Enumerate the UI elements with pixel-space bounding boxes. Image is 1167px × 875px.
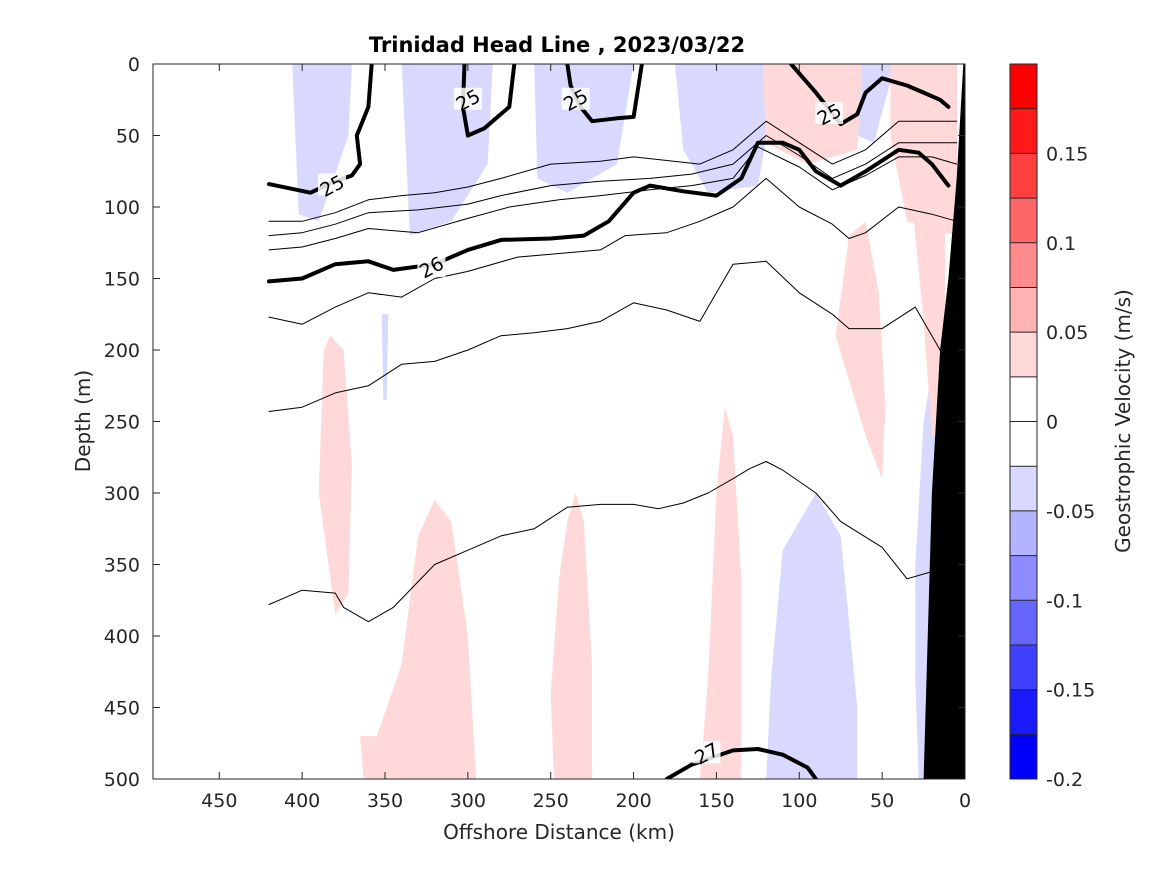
- contour-line-0: [267, 64, 374, 195]
- y-tick-label-3: 150: [104, 269, 140, 291]
- velocity-field: [292, 64, 957, 779]
- contour-label-bg-0: [317, 173, 346, 196]
- y-axis-label: Depth (m): [71, 370, 95, 472]
- velocity-region-14: [835, 221, 886, 479]
- contour-label-bg-7: [417, 255, 446, 278]
- velocity-region-22: [318, 335, 352, 615]
- contour-label-bg-3: [815, 102, 844, 125]
- contour-label-bg-1: [453, 87, 482, 110]
- contour-line-2: [565, 64, 644, 124]
- x-tick-label-7: 100: [781, 790, 817, 812]
- velocity-region-12: [766, 493, 858, 779]
- y-tick-label-6: 300: [104, 483, 140, 505]
- velocity-region-18: [762, 64, 863, 165]
- colorbar-tick-label-0: 0.15: [1046, 143, 1088, 165]
- contour-line-5: [268, 135, 958, 237]
- contour-line-9: [268, 260, 958, 422]
- y-tick-label-4: 200: [104, 340, 140, 362]
- y-tick-label-8: 400: [104, 626, 140, 648]
- y-tick-label-2: 100: [104, 197, 140, 219]
- colorbar-tick-label-6: -0.15: [1046, 680, 1095, 702]
- colorbar-tick-label-4: -0.05: [1046, 501, 1095, 523]
- colorbar-label: Geostrophic Velocity (m/s): [1111, 289, 1135, 553]
- contour-label-bg-2: [561, 87, 590, 110]
- colorbar-band-pos-1: [1010, 287, 1037, 333]
- colorbar: 0.15 0.1 0.05 0 -0.05 -0.1 -0.15 -0.2: [1009, 63, 1095, 791]
- chart-title: Trinidad Head Line , 2023/03/22: [369, 33, 745, 57]
- y-tick-label-1: 50: [116, 126, 140, 148]
- colorbar-band-neg-2: [1010, 555, 1037, 601]
- x-tick-label-5: 200: [615, 790, 651, 812]
- bathymetry-shape: [923, 64, 965, 779]
- y-tick-label-5: 250: [104, 412, 140, 434]
- y-tick-label-9: 450: [104, 698, 140, 720]
- x-tick-label-1: 400: [284, 790, 320, 812]
- colorbar-band-pos-6: [1010, 64, 1037, 109]
- colorbar-tick-label-1: 0.1: [1046, 233, 1076, 255]
- contour-line-8: [268, 177, 958, 325]
- colorbar-band-pos-4: [1010, 153, 1037, 199]
- y-tick-label-7: 350: [104, 555, 140, 577]
- colorbar-band-neg-5: [1010, 689, 1037, 735]
- colorbar-tick-label-3: 0: [1046, 412, 1058, 434]
- x-tick-label-4: 250: [533, 790, 569, 812]
- bathymetry: [923, 64, 965, 779]
- colorbar-band-neg-4: [1010, 644, 1037, 690]
- velocity-region-8: [675, 64, 780, 193]
- velocity-region-24: [550, 493, 593, 779]
- colorbar-frame: [1009, 63, 1038, 780]
- y-tick-label-0: 0: [128, 54, 140, 76]
- contour-line-6: [268, 146, 958, 251]
- velocity-region-25: [699, 407, 742, 779]
- colorbar-band-pos-3: [1010, 198, 1037, 243]
- x-tick-label-8: 50: [870, 790, 894, 812]
- colorbar-band-pos-2: [1010, 242, 1037, 288]
- contour-label-bg-11: [692, 741, 721, 764]
- colorbar-tick-label-2: 0.05: [1046, 322, 1088, 344]
- x-tick-label-2: 350: [367, 790, 403, 812]
- colorbar-band-neg-0: [1010, 466, 1037, 511]
- velocity-region-11: [381, 314, 389, 400]
- y-tick-label-10: 500: [104, 769, 140, 791]
- y-axis: 0 50 100 150 200 250 300 350 400 450 500: [104, 54, 965, 791]
- x-tick-label-6: 150: [698, 790, 734, 812]
- x-axis-label: Offshore Distance (km): [443, 820, 675, 844]
- x-tick-label-0: 450: [201, 790, 237, 812]
- colorbar-tick-label-5: -0.1: [1046, 590, 1083, 612]
- colorbar-band-neg-3: [1010, 600, 1037, 645]
- x-tick-label-9: 0: [959, 790, 971, 812]
- colorbar-band-pos-5: [1010, 108, 1037, 154]
- x-axis: 450 400 350 300 250 200 150 100 50 0: [201, 64, 971, 812]
- density-contours: [267, 64, 958, 779]
- plot-area: [267, 64, 965, 779]
- velocity-region-1: [292, 64, 352, 222]
- colorbar-band-neg-1: [1010, 510, 1037, 556]
- velocity-region-21: [890, 64, 957, 236]
- colorbar-band-pos-0: [1010, 332, 1037, 377]
- contour-line-4: [268, 120, 958, 222]
- velocity-region-23: [360, 500, 477, 779]
- colorbar-band-neg-6: [1010, 734, 1037, 779]
- contour-line-10: [268, 461, 958, 623]
- contour-line-7: [267, 140, 951, 284]
- colorbar-tick-label-7: -0.2: [1046, 769, 1083, 791]
- x-tick-label-3: 300: [450, 790, 486, 812]
- contour-line-11: [664, 747, 818, 779]
